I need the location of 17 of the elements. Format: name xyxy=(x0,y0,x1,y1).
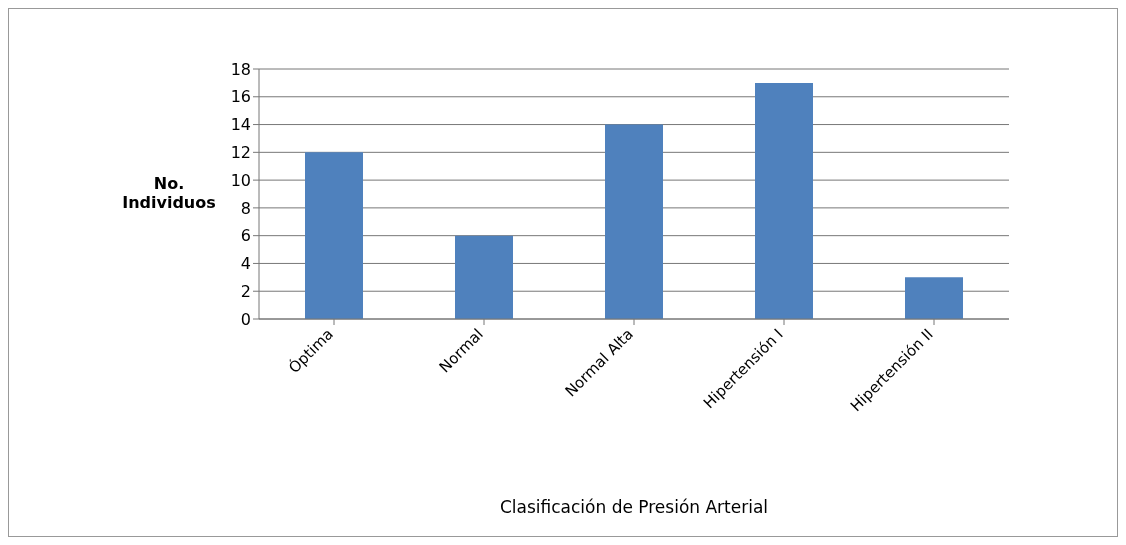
y-tick-label: 4 xyxy=(240,254,251,274)
y-tick-label: 6 xyxy=(240,226,251,246)
bar xyxy=(605,124,663,319)
y-tick-label: 14 xyxy=(230,115,251,135)
y-tick-label: 10 xyxy=(230,170,251,190)
y-tick-label: 0 xyxy=(240,309,251,329)
y-tick-label: 2 xyxy=(240,281,251,301)
y-tick-label: 8 xyxy=(240,198,251,218)
bar xyxy=(755,82,813,319)
y-tick-label: 18 xyxy=(230,59,251,79)
x-axis-title: Clasificación de Presión Arterial xyxy=(498,497,770,517)
bar xyxy=(305,152,363,319)
y-axis-title: No. Individuos xyxy=(121,174,217,212)
bar xyxy=(455,235,513,319)
bar xyxy=(905,277,963,319)
y-tick-label: 12 xyxy=(230,143,251,163)
y-tick-label: 16 xyxy=(230,87,251,107)
